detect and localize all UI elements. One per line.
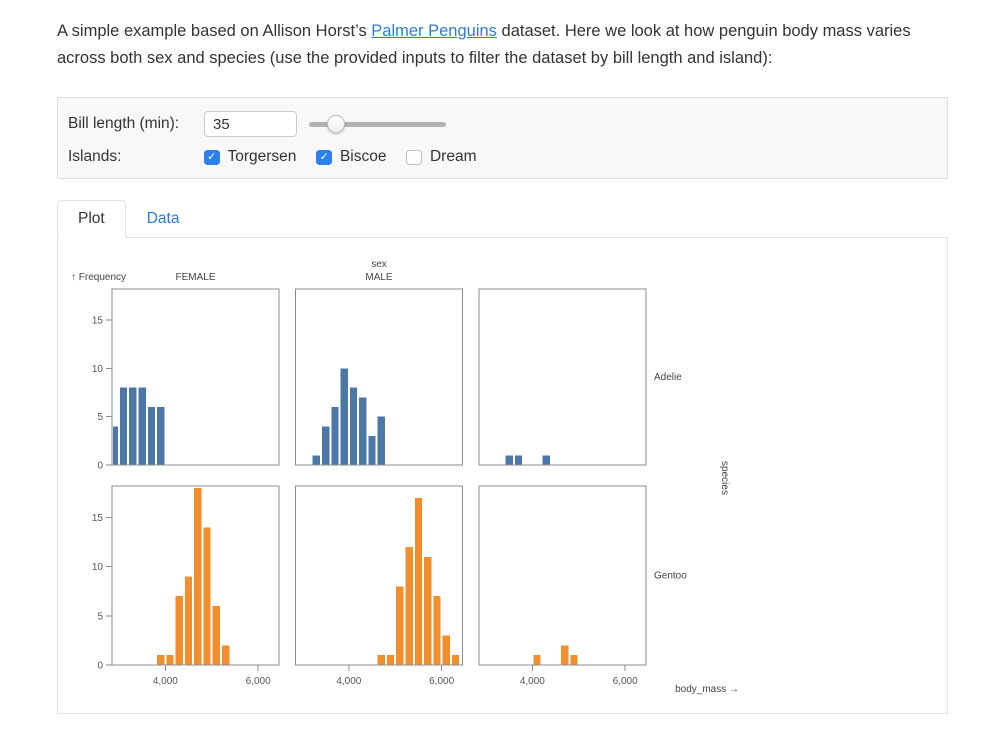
svg-text:MALE: MALE: [365, 272, 393, 283]
bill-length-label: Bill length (min):: [68, 115, 180, 133]
svg-text:Gentoo: Gentoo: [654, 571, 687, 582]
svg-text:↑ Frequency: ↑ Frequency: [71, 272, 126, 283]
checkbox-unchecked-icon[interactable]: [406, 149, 422, 166]
intro-paragraph: A simple example based on Allison Horst’…: [57, 18, 942, 71]
intro-text-before: A simple example based on Allison Horst’…: [57, 22, 372, 40]
island-checkbox-torgersen[interactable]: ✓ Torgersen: [204, 148, 296, 166]
svg-text:sex: sex: [371, 259, 387, 270]
island-checkbox-label: Biscoe: [339, 148, 387, 166]
islands-checkbox-group: ✓ Torgersen ✓ Biscoe Dream: [204, 148, 476, 166]
svg-text:10: 10: [92, 563, 104, 574]
svg-text:10: 10: [92, 364, 104, 375]
bill-length-input[interactable]: [204, 111, 297, 138]
svg-text:4,000: 4,000: [336, 676, 361, 687]
app-page: A simple example based on Allison Horst’…: [57, 18, 948, 715]
filter-panel: Bill length (min): Islands: ✓ Torgersen ✓ B…: [57, 97, 948, 180]
svg-text:FEMALE: FEMALE: [175, 272, 215, 283]
tab-data[interactable]: Data: [146, 210, 180, 228]
intro-text-after: dataset. Here we look at how penguin bod…: [57, 22, 911, 67]
bill-length-slider[interactable]: [309, 114, 446, 134]
faceted-histogram-chart: ↑ Frequency FEMALE sex MALE 0 5 10 15 0 5 10 15 4,00…: [71, 259, 739, 695]
bill-length-row: Bill length (min):: [68, 111, 937, 138]
slider-track[interactable]: [309, 122, 446, 128]
palmer-penguins-link[interactable]: Palmer Penguins: [371, 22, 497, 40]
tab-bar: Plot Data: [57, 200, 948, 239]
checkbox-checked-icon[interactable]: ✓: [316, 149, 332, 166]
svg-text:5: 5: [97, 413, 103, 424]
svg-text:15: 15: [92, 513, 104, 524]
island-checkbox-dream[interactable]: Dream: [406, 148, 476, 166]
slider-thumb[interactable]: [327, 115, 346, 134]
svg-text:6,000: 6,000: [246, 676, 271, 687]
islands-row: Islands: ✓ Torgersen ✓ Biscoe Dream: [68, 148, 937, 166]
svg-text:15: 15: [92, 316, 104, 327]
tab-plot[interactable]: Plot: [57, 200, 126, 239]
svg-text:6,000: 6,000: [613, 676, 638, 687]
islands-label: Islands:: [68, 148, 122, 166]
island-checkbox-biscoe[interactable]: ✓ Biscoe: [316, 148, 386, 166]
svg-text:4,000: 4,000: [520, 676, 545, 687]
svg-text:6,000: 6,000: [429, 676, 454, 687]
svg-text:0: 0: [97, 461, 103, 472]
svg-text:Adelie: Adelie: [654, 372, 682, 383]
svg-text:4,000: 4,000: [153, 676, 178, 687]
tab-content-plot: ↑ Frequency FEMALE sex MALE 0 5 10 15 0 5 10 15 4,00…: [57, 237, 948, 715]
island-checkbox-label: Dream: [429, 148, 477, 166]
island-checkbox-label: Torgersen: [227, 148, 297, 166]
svg-text:species: species: [719, 461, 730, 495]
checkbox-checked-icon[interactable]: ✓: [204, 149, 220, 166]
svg-text:0: 0: [97, 661, 103, 672]
svg-text:5: 5: [97, 612, 103, 623]
svg-text:body_mass →: body_mass →: [675, 684, 739, 695]
